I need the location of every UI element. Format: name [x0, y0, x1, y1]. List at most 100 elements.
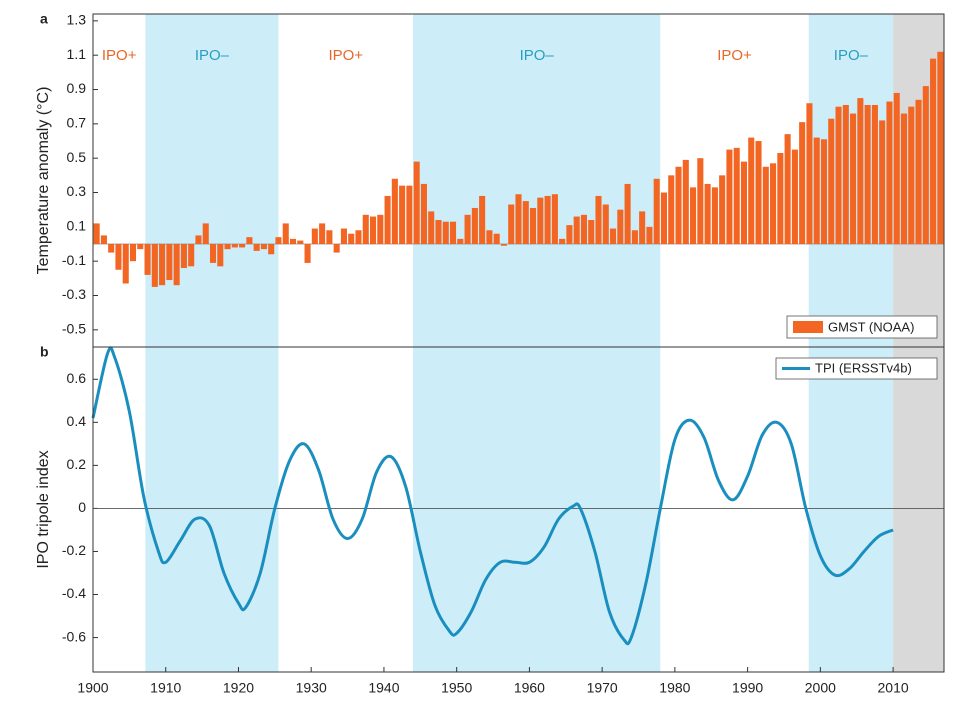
bar	[544, 195, 551, 245]
bar	[573, 216, 580, 245]
y-tick-label: -0.1	[62, 252, 86, 268]
bar	[137, 244, 144, 250]
bar	[435, 219, 442, 245]
bar	[733, 147, 740, 245]
region	[660, 347, 809, 672]
bar	[377, 214, 384, 245]
x-tick-label: 1930	[296, 680, 327, 696]
bar	[297, 240, 304, 245]
bar	[471, 207, 478, 245]
bar	[631, 230, 638, 245]
x-tick-label: 1970	[587, 680, 618, 696]
y-axis-label: Temperature anomaly (°C)	[35, 87, 52, 275]
bar	[282, 223, 289, 245]
bar	[777, 153, 784, 245]
bar	[108, 244, 115, 253]
bar	[319, 223, 326, 245]
legend-label: TPI (ERSSTv4b)	[815, 360, 912, 375]
bar	[93, 223, 100, 245]
region	[893, 347, 944, 672]
bar	[450, 221, 457, 245]
bar	[362, 214, 369, 245]
bar	[559, 238, 566, 245]
x-tick-label: 2010	[878, 680, 909, 696]
bar	[457, 238, 464, 245]
bar	[442, 221, 449, 245]
bar	[151, 244, 158, 287]
region	[413, 14, 661, 347]
region	[808, 347, 894, 672]
region	[413, 347, 661, 672]
bar	[253, 244, 260, 251]
bar	[857, 98, 864, 245]
bar	[369, 216, 377, 245]
bar	[682, 159, 689, 245]
region	[145, 347, 279, 672]
x-tick-label: 1950	[441, 680, 472, 696]
bar	[704, 183, 711, 245]
bar	[762, 166, 769, 245]
bar	[479, 195, 486, 245]
bar	[391, 178, 398, 245]
bar	[610, 228, 617, 245]
bar	[122, 244, 129, 284]
bar	[289, 238, 297, 245]
line	[91, 346, 894, 646]
bar	[406, 185, 413, 245]
bar	[340, 228, 347, 245]
bar	[660, 192, 668, 245]
bar	[428, 211, 435, 245]
y-tick-label: 0.9	[67, 80, 87, 96]
bar	[937, 51, 944, 245]
panel-frame	[92, 346, 945, 673]
y-tick-label: -0.5	[62, 321, 86, 337]
bar	[522, 201, 529, 245]
x-tick-label: 1940	[368, 680, 399, 696]
x-tick-label: 1960	[514, 680, 545, 696]
bar	[420, 183, 427, 245]
x-tick-label: 1900	[77, 680, 108, 696]
region-label: IPO–	[520, 47, 555, 64]
bar	[166, 244, 173, 281]
bar	[900, 113, 908, 245]
bar	[653, 178, 660, 245]
bar	[115, 244, 122, 270]
bar	[835, 106, 842, 245]
bar	[530, 207, 537, 245]
bar	[333, 244, 340, 253]
y-tick-label: 0.3	[67, 183, 87, 199]
bar	[239, 244, 246, 248]
bar	[231, 244, 238, 248]
legend-box	[786, 315, 938, 339]
bar	[500, 244, 507, 246]
region	[93, 347, 146, 672]
bar	[159, 244, 166, 286]
x-tick-label: 1980	[659, 680, 690, 696]
bar	[275, 237, 282, 245]
bar	[799, 122, 806, 245]
bar	[639, 211, 646, 245]
bar	[537, 197, 544, 245]
bar	[595, 195, 602, 245]
bar	[399, 185, 406, 245]
x-tick-label: 2000	[805, 680, 836, 696]
bar	[842, 104, 849, 245]
bar	[413, 161, 420, 245]
bar	[551, 194, 558, 245]
bar	[828, 118, 835, 245]
bar	[922, 86, 929, 245]
bar	[886, 101, 893, 245]
bar	[493, 233, 500, 245]
bar	[624, 183, 631, 245]
panel-label: b	[40, 344, 49, 360]
bar	[508, 204, 515, 245]
bar	[697, 158, 704, 245]
bar	[740, 161, 748, 245]
y-tick-label: 0.5	[67, 149, 87, 165]
bar	[224, 244, 231, 250]
bar	[791, 149, 798, 245]
y-tick-label: -0.6	[62, 628, 86, 644]
legend: GMST (NOAA)	[786, 315, 938, 339]
bar	[246, 237, 253, 245]
bar	[602, 204, 609, 245]
